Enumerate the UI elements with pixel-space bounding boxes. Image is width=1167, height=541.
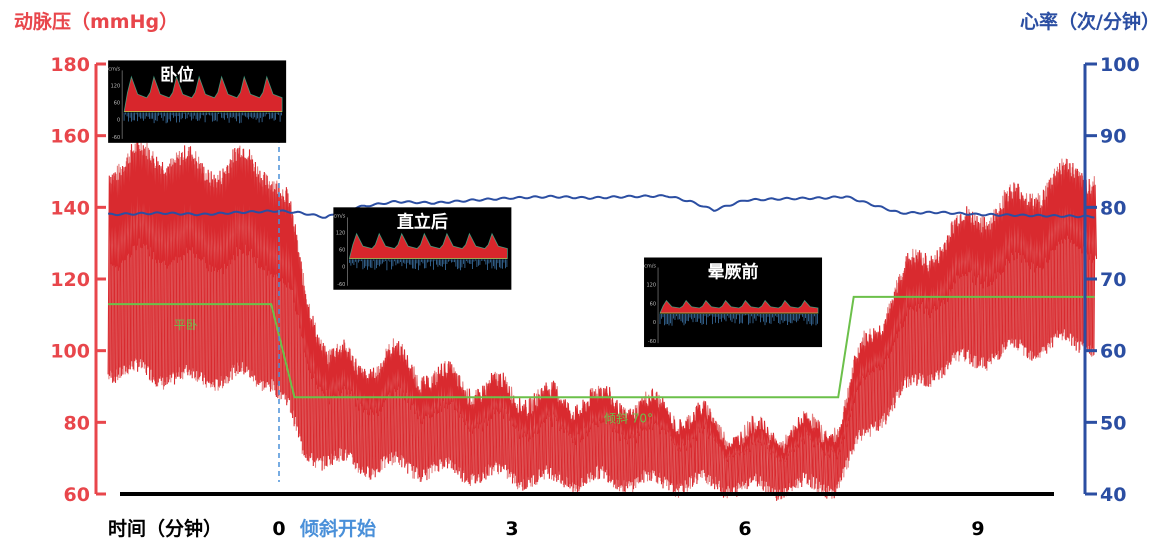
x-tick-label: 0 — [272, 518, 285, 540]
inset-axis-label: 60 — [650, 301, 656, 307]
inset-axis-label: 0 — [117, 118, 120, 124]
left-tick-label: 160 — [50, 126, 90, 148]
heart-rate-trace — [107, 194, 1095, 219]
right-tick-label: 80 — [1100, 197, 1126, 219]
inset-title: 晕厥前 — [708, 262, 759, 283]
tilt-start-label: 倾斜开始 — [299, 517, 376, 540]
phase-label: 平卧 — [174, 318, 198, 332]
x-axis-title: 时间（分钟） — [108, 517, 222, 540]
x-tick-label: 6 — [738, 518, 751, 540]
inset-waveform-edge — [659, 299, 819, 314]
right-tick-label: 40 — [1100, 484, 1126, 506]
inset-waveform-edge — [123, 75, 283, 112]
inset-axis-label: -60 — [648, 339, 656, 345]
right-tick-label: 100 — [1100, 54, 1140, 76]
axes: 60 80 100 120 140 160 180 40 50 60 70 80 90 100 0 3 6 9 — [50, 54, 1139, 540]
x-tick-label: 3 — [505, 518, 518, 540]
doppler-inset: cm/s 120 60 0 -60 晕厥前 — [644, 257, 823, 348]
right-tick-label: 90 — [1100, 126, 1126, 148]
inset-background — [644, 257, 823, 348]
inset-title: 卧位 — [160, 64, 194, 85]
doppler-insets: cm/s 120 60 0 -60 卧位 cm/s 120 60 0 -60 直立后 cm/s 120 60… — [108, 60, 823, 348]
inset-axis-label: cm/s — [644, 264, 656, 270]
left-tick-label: 100 — [50, 341, 90, 363]
inset-axis-label: 60 — [339, 248, 345, 254]
inset-waveform — [349, 233, 508, 259]
inset-title: 直立后 — [397, 211, 448, 232]
x-tick-label: 9 — [971, 518, 984, 540]
inset-noise — [659, 314, 818, 326]
left-tick-label: 140 — [50, 197, 90, 219]
inset-axis-label: cm/s — [108, 66, 120, 72]
inset-axis-label: cm/s — [333, 213, 345, 219]
right-tick-label: 60 — [1100, 341, 1126, 363]
inset-axis-label: -60 — [112, 135, 120, 141]
inset-axis-label: 120 — [111, 84, 121, 90]
right-tick-label: 70 — [1100, 269, 1126, 291]
inset-axis-label: 0 — [653, 320, 656, 326]
left-tick-label: 80 — [64, 412, 90, 434]
inset-waveform — [124, 76, 283, 112]
heart-rate-line — [107, 194, 1095, 219]
inset-axis-label: 60 — [114, 101, 120, 107]
right-axis-title: 心率（次/分钟） — [1020, 10, 1160, 33]
inset-waveform-edge — [348, 232, 508, 259]
inset-noise — [349, 259, 508, 271]
inset-waveform — [660, 300, 819, 314]
bp-pulses-dark — [107, 138, 1098, 501]
doppler-inset: cm/s 120 60 0 -60 直立后 — [333, 207, 512, 290]
left-tick-label: 120 — [50, 269, 90, 291]
blood-pressure-trace — [107, 138, 1098, 501]
left-axis-title: 动脉压（mmHg） — [14, 10, 178, 33]
inset-axis-label: 0 — [342, 265, 345, 271]
phase-label: 倾斜 70° — [604, 411, 653, 425]
left-tick-label: 60 — [64, 484, 90, 506]
left-tick-label: 180 — [50, 54, 90, 76]
right-tick-label: 50 — [1100, 412, 1126, 434]
inset-noise — [123, 112, 282, 124]
phase-line — [108, 295, 1095, 399]
inset-axis-label: 120 — [646, 282, 656, 288]
inset-axis-label: -60 — [337, 282, 345, 288]
inset-axis-label: 120 — [336, 230, 346, 236]
doppler-inset: cm/s 120 60 0 -60 卧位 — [108, 60, 287, 143]
